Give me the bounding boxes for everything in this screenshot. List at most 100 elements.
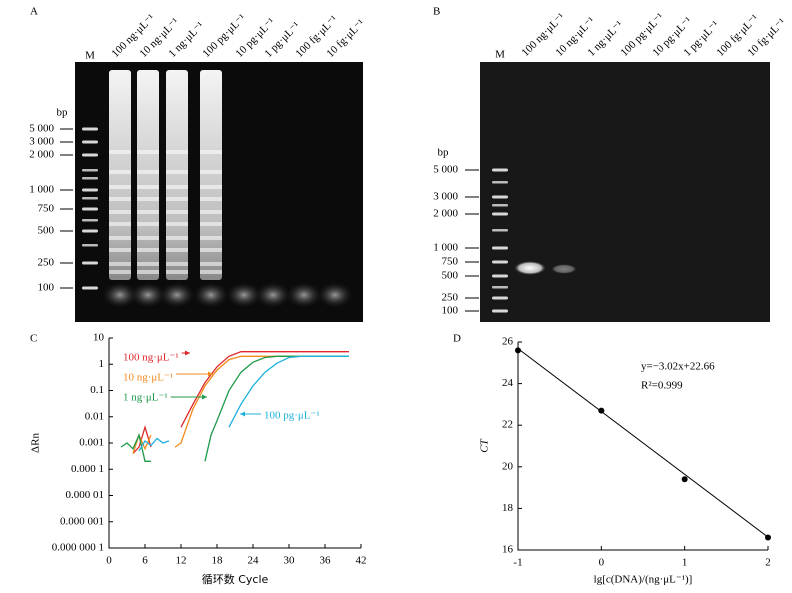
dna-band (137, 185, 159, 189)
ladder-band (492, 260, 508, 264)
ladder-band (82, 153, 98, 157)
dna-band (166, 248, 188, 252)
ladder-band (82, 127, 98, 131)
ladder-band (492, 286, 508, 289)
ladder-band (492, 168, 508, 172)
dna-band (137, 222, 159, 226)
dna-band (166, 222, 188, 226)
x-tick-label: 2 (765, 557, 771, 569)
dna-band (109, 185, 131, 189)
dna-band (166, 185, 188, 189)
ladder-label: 3 000 (29, 136, 54, 148)
dna-band (200, 262, 222, 266)
data-point (681, 476, 688, 483)
legend-arrowhead (240, 411, 245, 417)
gel-b (480, 62, 770, 322)
x-tick-label: 36 (320, 555, 332, 567)
dna-band (551, 264, 577, 274)
dna-band (137, 236, 159, 240)
dna-band (166, 210, 188, 214)
ladder-band (82, 177, 98, 180)
ladder-band (82, 207, 98, 211)
dna-band (137, 262, 159, 266)
dna-band (109, 150, 131, 154)
dna-band (166, 197, 188, 201)
ladder-band (82, 188, 98, 192)
dna-band (200, 236, 222, 240)
ladder-band (82, 229, 98, 233)
dna-band (166, 270, 188, 274)
dna-band (109, 210, 131, 214)
amplification-curve (138, 355, 349, 452)
dna-smear (109, 70, 131, 280)
x-tick-label: 24 (248, 555, 260, 567)
data-point (598, 407, 605, 414)
dna-smear (200, 70, 222, 280)
ladder-band (492, 181, 508, 184)
primer-blob (102, 282, 138, 308)
ladder-label: 250 (442, 292, 459, 304)
ladder-band (492, 204, 508, 207)
marker-lane-label: M (495, 49, 505, 61)
ladder-label: 1 000 (29, 184, 54, 196)
dna-band (109, 248, 131, 252)
ladder-band (82, 261, 98, 265)
y-tick-label: 0.000 1 (71, 463, 104, 475)
amplification-curve (132, 351, 349, 454)
dna-band (109, 236, 131, 240)
dna-band (200, 270, 222, 274)
y-axis-label: ΔRn (30, 433, 42, 453)
y-tick-label: 18 (502, 502, 514, 514)
y-tick-label: 10 (93, 332, 105, 344)
ladder-label: 100 (442, 305, 459, 317)
equation: y=−3.02x+22.66 (641, 361, 715, 373)
ladder-label: 1 000 (433, 242, 458, 254)
size-unit: bp (438, 147, 450, 159)
y-tick-label: 0.001 (79, 437, 104, 449)
dna-band (109, 222, 131, 226)
legend-arrowhead (185, 350, 190, 356)
y-tick-label: 0.000 01 (66, 489, 105, 501)
panel-label: A (30, 6, 38, 18)
x-tick-label: 30 (284, 555, 296, 567)
dna-smear (137, 70, 159, 280)
dna-band (109, 270, 131, 274)
amplification-curve (120, 355, 349, 462)
x-axis-label: 循环数 Cycle (202, 573, 269, 586)
data-point (765, 534, 771, 541)
ladder-band (82, 244, 98, 247)
ladder-label: 500 (38, 225, 55, 237)
legend-label: 100 pg·μL⁻¹ (264, 410, 320, 422)
ladder-band (492, 229, 508, 232)
primer-blob (317, 282, 353, 308)
legend-arrowhead (202, 394, 207, 400)
dna-band (514, 261, 546, 275)
dna-band (166, 150, 188, 154)
fit-line (517, 348, 769, 538)
dna-band (200, 150, 222, 154)
dna-band (200, 197, 222, 201)
primer-blob (193, 282, 229, 308)
primer-blob (130, 282, 166, 308)
ladder-label: 100 (38, 282, 55, 294)
x-tick-label: 6 (142, 555, 148, 567)
x-axis-label: lg[c(DNA)/(ng·μL⁻¹)] (594, 574, 693, 586)
primer-blob (255, 282, 291, 308)
primer-blob (286, 282, 322, 308)
legend-arrowhead (208, 371, 213, 377)
dna-band (137, 197, 159, 201)
x-tick-label: 12 (176, 555, 187, 567)
dna-band (137, 248, 159, 252)
panel-label: B (433, 6, 440, 18)
ladder-band (492, 296, 508, 300)
dna-band (109, 262, 131, 266)
y-tick-label: 0.01 (85, 410, 104, 422)
ladder-band (82, 219, 98, 222)
dna-band (200, 248, 222, 252)
data-point (515, 347, 521, 354)
marker-lane-label: M (85, 50, 95, 62)
ladder-label: 5 000 (29, 123, 54, 135)
ladder-band (82, 169, 98, 172)
dna-band (166, 170, 188, 174)
